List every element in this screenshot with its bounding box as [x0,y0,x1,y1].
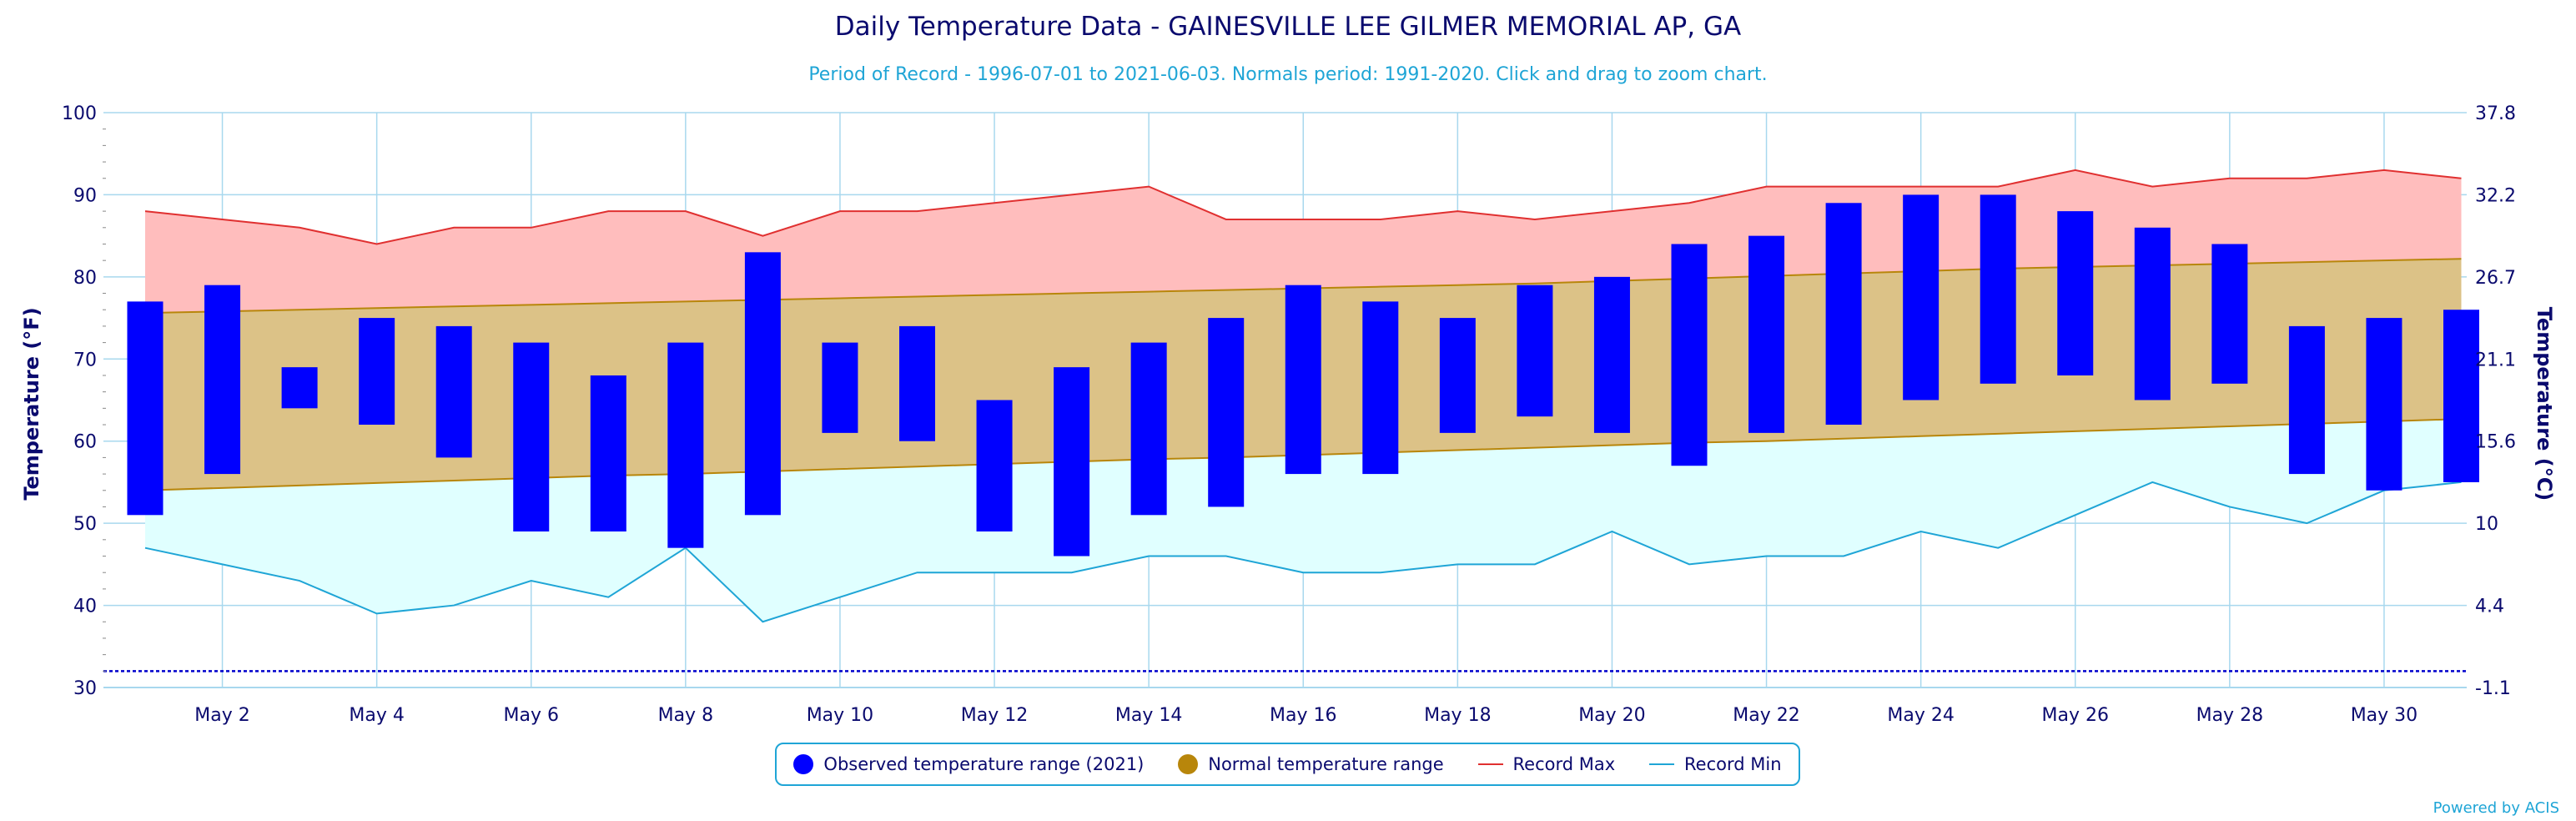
observed-bar [1054,367,1090,557]
observed-bar [127,301,164,516]
x-tick-label: May 2 [194,705,249,726]
x-tick-label: May 22 [1733,705,1799,726]
observed-bar [1593,276,1630,433]
legend-label-normal: Normal temperature range [1208,754,1444,774]
legend-label-record-max: Record Max [1512,754,1616,774]
x-tick-label: May 30 [2351,705,2418,726]
observed-bar [1208,318,1245,507]
y-tick-label: 100 [62,103,97,124]
y-tick-label: 70 [73,350,97,370]
legend: Observed temperature range (2021) Normal… [775,743,1800,786]
y2-tick-label: 15.6 [2475,432,2516,453]
observed-bar [899,325,935,441]
legend-item-record-min[interactable]: Record Min [1649,754,1782,774]
observed-bar [204,285,241,475]
observed-dot-icon [793,754,814,774]
observed-bar [976,400,1013,531]
observed-bar [1517,285,1553,417]
y-tick-label: 30 [73,678,97,699]
record-min-area [145,419,2462,622]
observed-bar [1362,301,1399,475]
legend-label-observed: Observed temperature range (2021) [823,754,1145,774]
record-max-area [145,169,2462,314]
observed-bar [2134,227,2171,400]
record-max-line-icon [1477,763,1503,765]
x-tick-label: May 14 [1115,705,1182,726]
x-tick-label: May 28 [2196,705,2263,726]
legend-item-observed[interactable]: Observed temperature range (2021) [793,754,1144,774]
observed-bar [1825,203,1862,426]
observed-bar [359,318,395,426]
record-max-line [144,169,2462,245]
x-tick-label: May 8 [658,705,713,726]
x-tick-label: May 16 [1270,705,1336,726]
x-tick-label: May 26 [2042,705,2109,726]
observed-bar [2366,318,2402,491]
observed-bar [1903,194,1940,400]
observed-bar [435,325,472,458]
y-tick-label: 80 [73,268,97,289]
x-tick-label: May 10 [807,705,873,726]
observed-bar [281,367,318,409]
record-min-line [144,481,2462,623]
record-min-line-icon [1649,763,1675,765]
y-axis-title-left: Temperature (°F) [20,307,43,500]
x-tick-label: May 18 [1424,705,1491,726]
y2-tick-label: -1.1 [2475,678,2511,699]
observed-bar [1439,318,1476,433]
x-tick-label: May 24 [1887,705,1954,726]
y2-tick-label: 32.2 [2475,185,2516,206]
legend-item-normal[interactable]: Normal temperature range [1178,754,1444,774]
normal-dot-icon [1178,754,1199,774]
y-tick-label: 50 [73,514,97,535]
y-tick-label: 60 [73,432,97,453]
x-tick-label: May 12 [961,705,1028,726]
observed-bars [127,194,2479,557]
observed-bar [2211,244,2248,384]
observed-bar [1748,235,1785,433]
y-tick-label: 90 [73,185,97,206]
observed-bar [2288,325,2325,475]
y2-tick-label: 10 [2475,514,2498,535]
observed-bar [2443,310,2479,482]
observed-bar [2057,211,2094,375]
observed-bar [590,375,626,531]
observed-bar [667,342,704,548]
axes: 30 -1.1 40 4.4 50 10 60 15.6 70 21.1 80 26.7 90 32.2 1… [62,103,2516,726]
observed-bar [1285,285,1321,475]
x-tick-label: May 20 [1578,705,1645,726]
x-tick-label: May 4 [349,705,404,726]
observed-bar [1130,342,1167,516]
y2-tick-label: 4.4 [2475,597,2504,617]
observed-bar [1980,194,2016,384]
y2-tick-label: 37.8 [2475,103,2516,124]
y-axis-title-right: Temperature (°C) [2533,307,2556,501]
observed-bar [513,342,550,531]
y2-tick-label: 26.7 [2475,268,2516,289]
y2-tick-label: 21.1 [2475,350,2516,370]
y-tick-label: 40 [73,597,97,617]
legend-item-record-max[interactable]: Record Max [1477,754,1616,774]
x-tick-label: May 6 [504,705,559,726]
credits-link[interactable]: Powered by ACIS [2433,799,2559,817]
observed-bar [1671,244,1708,466]
legend-label-record-min: Record Min [1684,754,1782,774]
observed-bar [744,252,781,516]
chart-title: Daily Temperature Data - GAINESVILLE LEE… [835,12,1741,42]
chart-subtitle: Period of Record - 1996-07-01 to 2021-06… [808,64,1767,85]
observed-bar [822,342,858,433]
